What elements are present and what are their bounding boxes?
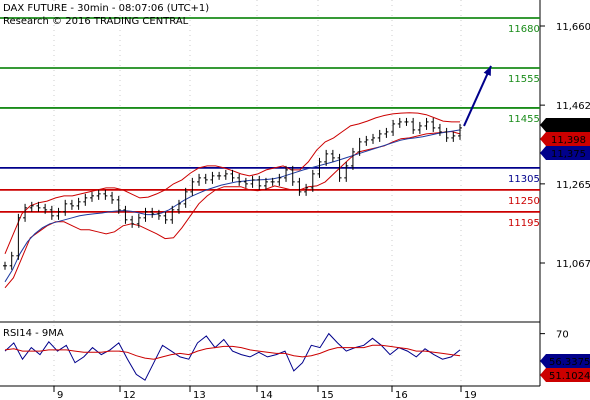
level-lines: 11680 11555 11455 11305 11250 11195	[0, 17, 540, 229]
level-label-11305: 11305	[508, 174, 540, 185]
level-label-11555: 11555	[508, 74, 540, 85]
rsi-tick-label: 70	[556, 330, 569, 341]
level-label-11680: 11680	[508, 24, 540, 35]
chart-subtitle: Research © 2016 TRADING CENTRAL	[3, 16, 189, 27]
x-tick-label: 14	[260, 390, 273, 400]
rsi-ma-line	[4, 344, 461, 360]
price-tag-bid	[540, 132, 590, 146]
moving-average-line	[4, 129, 461, 283]
price-tag-label-current: 11,407	[551, 121, 586, 132]
level-label-11250: 11250	[508, 196, 540, 207]
chart-title: DAX FUTURE - 30min - 08:07:06 (UTC+1)	[3, 3, 209, 14]
time-axis-ticks: 9 12 13 14 15 16 19	[53, 0, 477, 400]
rsi-label: RSI14 - 9MA	[3, 328, 64, 339]
rsi-ma-label: 51.1024	[549, 371, 590, 382]
price-tag-ma	[540, 146, 590, 160]
y-tick-label: 11,265	[556, 180, 590, 191]
level-label-11195: 11195	[508, 218, 540, 229]
forecast-arrow-head	[483, 65, 491, 76]
price-axis-ticks: 11,660 11,462 11,265 11,067	[540, 22, 590, 270]
level-label-11455: 11455	[508, 114, 540, 125]
x-tick-label: 13	[193, 390, 206, 400]
y-tick-label: 11,067	[556, 259, 590, 270]
rsi-ma-tag	[540, 368, 590, 382]
moving-average	[4, 129, 461, 283]
price-series	[3, 117, 462, 270]
forecast-arrow-shaft	[463, 65, 492, 127]
rsi-value-label: 56.3375	[549, 357, 590, 368]
price-tag-label-ma: 11,375	[551, 149, 586, 160]
x-tick-label: 19	[464, 390, 477, 400]
price-tag-current	[540, 118, 590, 132]
x-tick-label: 16	[395, 390, 408, 400]
y-tick-label: 11,660	[556, 22, 590, 33]
price-tags: 11,407 11,398 11,375	[540, 118, 590, 160]
rsi-panel: 70 56.3375 51.1024	[4, 330, 590, 382]
y-tick-label: 11,462	[556, 101, 590, 112]
forecast-arrow	[463, 65, 492, 127]
rsi-line	[4, 332, 461, 381]
price-tag-label-bid: 11,398	[551, 135, 586, 146]
x-tick-label: 12	[123, 390, 136, 400]
x-tick-label: 15	[321, 390, 334, 400]
x-tick-label: 9	[57, 390, 63, 400]
rsi-value-tag	[540, 354, 590, 368]
